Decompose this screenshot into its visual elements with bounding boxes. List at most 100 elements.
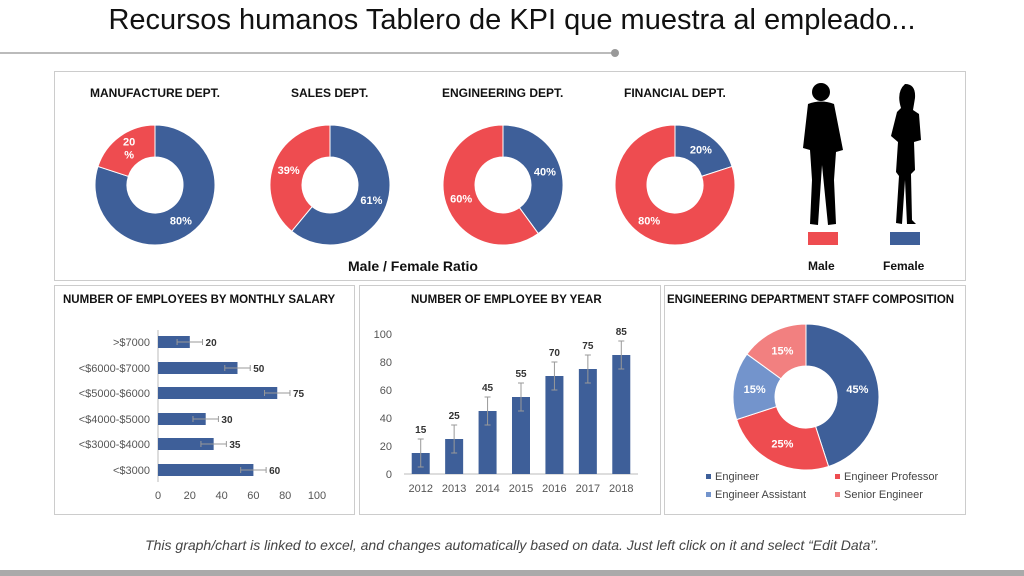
y-tick-label: <$4000-$5000	[79, 414, 150, 426]
legend-swatch	[835, 474, 840, 479]
error-bar	[417, 438, 424, 468]
bar-data-label: 30	[221, 415, 233, 426]
y-tick-label: <$6000-$7000	[79, 363, 150, 375]
year-bar	[445, 439, 464, 474]
salary-bar	[158, 438, 214, 450]
year-chart-title: NUMBER OF EMPLOYEE BY YEAR	[411, 294, 602, 306]
page-title: Recursos humanos Tablero de KPI que mues…	[108, 4, 916, 36]
donut-data-label: 40%	[534, 166, 556, 178]
salary-panel	[54, 285, 355, 515]
error-bar	[224, 365, 251, 371]
error-bar	[192, 416, 219, 422]
salary-bar	[158, 336, 190, 348]
female-silhouette-icon	[891, 84, 921, 224]
bar-data-label: 20	[206, 338, 218, 349]
error-bar	[551, 361, 558, 391]
donut-data-label: %	[124, 149, 134, 161]
dept-title-engineering: ENGINEERING DEPT.	[442, 86, 564, 100]
y-tick-label: 80	[380, 357, 392, 369]
donut-data-label: 80%	[170, 216, 192, 228]
bar-data-label: 60	[269, 466, 281, 477]
error-bar	[240, 467, 267, 473]
donut-data-label: 15%	[744, 384, 766, 396]
legend-label: Engineer Assistant	[715, 489, 806, 501]
x-tick-label: 2017	[576, 483, 600, 495]
male-legend-label: Male	[808, 259, 835, 273]
error-bar	[200, 441, 227, 447]
legend-label: Engineer	[715, 471, 759, 483]
x-tick-label: 2014	[475, 483, 499, 495]
error-bar	[518, 382, 524, 412]
donut-slice	[291, 124, 391, 246]
bar-data-label: 75	[582, 341, 594, 352]
bar-data-label: 50	[253, 364, 265, 375]
y-tick-label: <$3000	[113, 465, 150, 477]
legend-swatch	[706, 474, 711, 479]
x-tick-label: 40	[215, 490, 227, 502]
donut-data-label: 61%	[360, 195, 382, 207]
donut-data-label: 60%	[450, 194, 472, 206]
donut-data-label: 45%	[846, 384, 868, 396]
year-bar	[612, 355, 631, 474]
legend-label: Senior Engineer	[844, 489, 923, 501]
salary-bar	[158, 413, 206, 425]
legend-swatch	[706, 492, 711, 497]
x-tick-label: 2016	[542, 483, 566, 495]
donut-slice	[502, 124, 564, 235]
donut-data-label: 20	[123, 136, 135, 148]
y-tick-label: 0	[386, 469, 392, 481]
dept-title-manufacture: MANUFACTURE DEPT.	[90, 86, 221, 100]
donut-data-label: 15%	[771, 346, 793, 358]
error-bar	[264, 390, 291, 396]
x-tick-label: 2018	[609, 483, 633, 495]
y-tick-label: <$5000-$6000	[79, 388, 150, 400]
composition-chart-title: ENGINEERING DEPARTMENT STAFF COMPOSITION	[667, 294, 955, 306]
y-tick-label: 100	[374, 329, 392, 341]
error-bar	[584, 354, 591, 384]
salary-bar	[158, 387, 278, 399]
salary-bar	[158, 362, 238, 374]
y-tick-label: 20	[380, 441, 392, 453]
ratio-caption: Male / Female Ratio	[348, 258, 478, 274]
bar-data-label: 45	[482, 383, 494, 394]
x-tick-label: 0	[155, 490, 161, 502]
divider-dot	[611, 49, 619, 57]
error-bar	[618, 340, 625, 370]
bar-data-label: 35	[229, 440, 241, 451]
donut-slice	[442, 124, 539, 246]
y-tick-label: <$3000-$4000	[79, 439, 150, 451]
year-bar	[578, 369, 597, 474]
female-legend-label: Female	[883, 259, 925, 273]
legend-label: Engineer Professor	[844, 471, 938, 483]
x-tick-label: 20	[184, 490, 196, 502]
x-tick-label: 2012	[408, 483, 432, 495]
error-bar	[176, 339, 204, 345]
footer-note: This graph/chart is linked to excel, and…	[145, 537, 879, 553]
dept-title-financial: FINANCIAL DEPT.	[624, 86, 726, 100]
bar-data-label: 25	[449, 411, 461, 422]
donut-slice	[97, 124, 156, 177]
bar-data-label: 70	[549, 348, 561, 359]
donut-slice	[735, 405, 830, 471]
title-divider	[0, 52, 615, 54]
year-bar	[478, 411, 497, 474]
bar-data-label: 75	[293, 389, 305, 400]
male-legend-swatch	[808, 232, 838, 245]
salary-chart-title: NUMBER OF EMPLOYEES BY MONTHLY SALARY	[63, 294, 336, 306]
dept-title-sales: SALES DEPT.	[291, 86, 369, 100]
year-bar	[512, 397, 530, 474]
donut-data-label: 20%	[690, 144, 712, 156]
donut-slice	[269, 124, 331, 232]
year-bar	[545, 376, 564, 474]
error-bar	[484, 396, 491, 426]
x-tick-label: 2013	[442, 483, 466, 495]
bar-data-label: 55	[515, 369, 527, 380]
donut-slice	[614, 124, 736, 246]
x-tick-label: 80	[279, 490, 291, 502]
legend-swatch	[835, 492, 840, 497]
error-bar	[451, 424, 458, 454]
donut-data-label: 39%	[278, 165, 300, 177]
donut-data-label: 25%	[771, 438, 793, 450]
donut-slice	[746, 323, 807, 380]
